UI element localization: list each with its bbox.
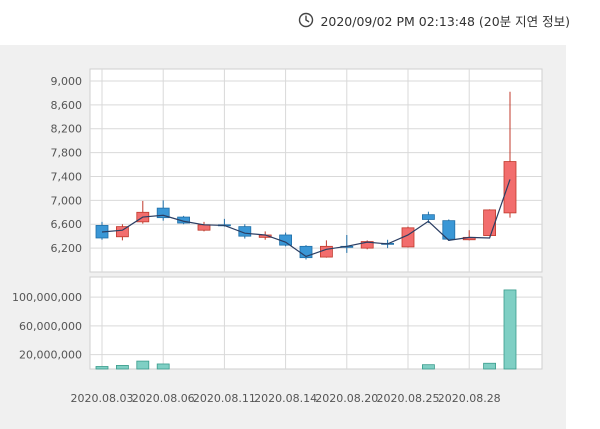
timestamp-text: 2020/09/02 PM 02:13:48 (20분 지연 정보) [320,13,570,29]
candle [116,224,129,241]
timestamp-bar: 2020/09/02 PM 02:13:48 (20분 지연 정보) [298,10,570,30]
price-plot-area [89,68,543,273]
candle-body [319,245,333,258]
price-line [101,179,511,258]
volume-bar [503,289,517,370]
price-axis-labels: 9,000 8,600 8,200 7,800 7,400 7,000 6,600 6,200 [51,75,83,255]
candle [279,232,293,247]
candle-body [116,226,129,238]
candle [503,91,517,218]
candle-body [483,209,497,236]
clock-icon [299,12,314,28]
price-tick-label: 6,200 [51,242,83,255]
candle [442,219,456,241]
x-gridlines [101,69,470,369]
candle-body [156,207,170,219]
volume-bar [136,360,150,370]
date-tick-label: 2020.08.11 [193,392,256,405]
volume-bar [95,366,109,370]
volume-axis-labels: 100,000,000 60,000,000 20,000,000 [12,291,82,362]
candle [483,209,497,237]
price-tick-label: 8,600 [51,99,83,112]
price-tick-label: 7,800 [51,147,83,160]
candle [299,245,313,260]
price-tick-label: 6,600 [51,218,83,231]
chart-panel: 9,000 8,600 8,200 7,800 7,400 7,000 6,600 6,200… [0,45,566,429]
candle-body [503,161,517,214]
price-tick-label: 9,000 [51,75,83,88]
candle [156,200,170,221]
candle-body [442,220,456,240]
date-tick-label: 2020.08.25 [377,392,440,405]
date-tick-label: 2020.08.03 [71,392,134,405]
candle-body [421,214,435,220]
date-tick-label: 2020.08.20 [315,392,378,405]
price-line-path [101,179,511,258]
date-tick-label: 2020.08.06 [132,392,195,405]
price-tick-label: 7,400 [51,170,83,183]
volume-bar [421,364,435,370]
volume-bar [483,362,497,370]
volume-tick-label: 20,000,000 [19,349,82,362]
price-tick-label: 7,000 [51,194,83,207]
volume-bars [95,289,517,370]
date-tick-label: 2020.08.14 [254,392,317,405]
date-tick-label: 2020.08.28 [438,392,501,405]
volume-bar [116,365,129,370]
price-tick-label: 8,200 [51,123,83,136]
volume-grid [90,296,542,356]
volume-bar [156,363,170,370]
volume-tick-label: 100,000,000 [12,291,82,304]
volume-tick-label: 60,000,000 [19,320,82,333]
date-axis-labels: 2020.08.032020.08.062020.08.112020.08.14… [71,392,501,405]
stock-chart: 9,000 8,600 8,200 7,800 7,400 7,000 6,600 6,200… [12,68,543,405]
candle-body [197,224,211,231]
price-grid [90,80,542,249]
volume-plot-area [89,276,543,370]
